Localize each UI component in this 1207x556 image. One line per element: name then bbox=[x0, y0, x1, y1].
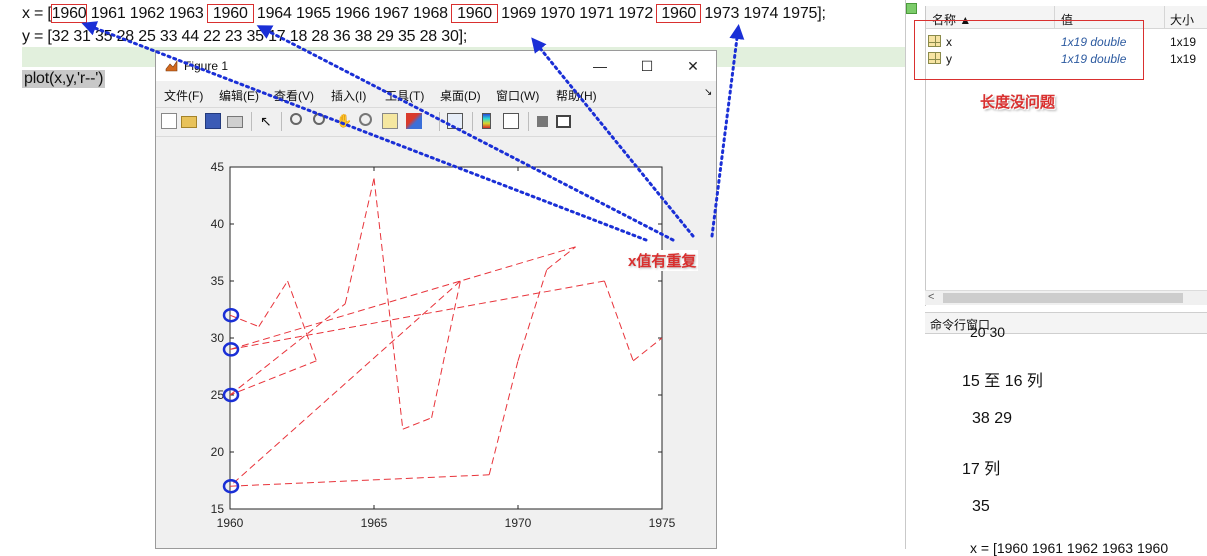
series-line-segment bbox=[517, 269, 548, 361]
y-tick-label: 45 bbox=[211, 160, 225, 174]
y-tick-label: 25 bbox=[211, 388, 225, 402]
highlight-1960-b: 1960 bbox=[206, 4, 254, 23]
x-tick-label: 1970 bbox=[505, 516, 532, 530]
code-text: 1969 1970 1971 1972 bbox=[496, 5, 658, 22]
var-value: 1x19 double bbox=[1061, 52, 1127, 66]
pane-divider[interactable] bbox=[905, 0, 906, 549]
cmd-output-line: 17 列 bbox=[962, 461, 1001, 478]
series-line-segment bbox=[488, 360, 519, 475]
series-line-segment bbox=[229, 360, 317, 396]
var-size: 1x19 bbox=[1170, 52, 1197, 66]
matrix-icon bbox=[928, 35, 941, 47]
matrix-icon bbox=[928, 52, 941, 64]
status-indicator-icon bbox=[906, 3, 917, 14]
col-header-size[interactable]: 大小 bbox=[1170, 13, 1195, 27]
var-name: x bbox=[946, 35, 952, 49]
highlight-1960-a: 1960 bbox=[50, 4, 88, 23]
highlight-circle bbox=[222, 342, 240, 357]
series-line-segment bbox=[287, 280, 317, 361]
series-line-segment bbox=[258, 280, 289, 327]
cmd-output-line: 38 29 bbox=[972, 410, 1013, 427]
series-line-segment bbox=[229, 246, 576, 350]
y-tick-label: 30 bbox=[211, 331, 225, 345]
highlight-circles bbox=[222, 307, 240, 494]
x-tick-label: 1975 bbox=[649, 516, 676, 530]
series-line-segment bbox=[373, 178, 404, 430]
axes-box[interactable] bbox=[229, 166, 663, 510]
highlight-circle bbox=[222, 478, 240, 494]
code-text: 1973 1974 1975]; bbox=[700, 5, 826, 22]
highlight-circle bbox=[222, 387, 240, 403]
cmd-output-line: 35 bbox=[972, 498, 990, 515]
y-tick-label: 20 bbox=[211, 445, 225, 459]
series-line-segment bbox=[603, 280, 634, 361]
y-tick-label: 15 bbox=[211, 502, 225, 516]
series-line-segment bbox=[632, 337, 663, 362]
series-line-segment bbox=[546, 246, 576, 270]
workspace-panel: 名称 ▲ 值 大小 x 1x19 double 1x19 y 1x19 doub… bbox=[925, 6, 1207, 306]
x-tick-label: 1960 bbox=[217, 516, 244, 530]
y-tick-label: 35 bbox=[211, 274, 225, 288]
length-ok-annotation: 长度没问题 bbox=[980, 94, 1056, 111]
series-line-segment bbox=[431, 280, 461, 418]
code-line-plot[interactable]: plot(x,y,'r--') bbox=[22, 70, 106, 88]
series-line-segment bbox=[402, 417, 432, 430]
x-tick-label: 1965 bbox=[361, 516, 388, 530]
series-line-segment bbox=[229, 314, 259, 328]
cmd-output-line: 20 30 bbox=[970, 324, 1006, 340]
column-divider[interactable] bbox=[1164, 6, 1165, 28]
var-size: 1x19 bbox=[1170, 35, 1197, 49]
scroll-left-icon[interactable]: < bbox=[928, 291, 935, 303]
workspace-highlight-box bbox=[914, 20, 1144, 80]
workspace-var-y[interactable]: y 1x19 double 1x19 bbox=[926, 50, 1207, 67]
highlight-circle bbox=[222, 307, 240, 323]
code-line-x[interactable]: x = [1960 1961 1962 1963 1960 1964 1965 … bbox=[22, 4, 826, 23]
workspace-hscrollbar[interactable]: < bbox=[925, 290, 1207, 305]
code-text: 1961 1962 1963 bbox=[86, 5, 208, 22]
workspace-var-x[interactable]: x 1x19 double 1x19 bbox=[926, 33, 1207, 50]
cmd-output-line: 15 至 16 列 bbox=[962, 373, 1043, 390]
command-window-title: 命令行窗口 bbox=[930, 318, 991, 332]
series-line-segment bbox=[229, 303, 346, 396]
column-divider[interactable] bbox=[1054, 6, 1055, 28]
var-name: y bbox=[946, 52, 952, 66]
code-text: 1964 1965 1966 1967 1968 bbox=[252, 5, 453, 22]
highlight-1960-c: 1960 bbox=[451, 4, 498, 23]
highlight-1960-d: 1960 bbox=[656, 4, 702, 23]
command-window-header: 命令行窗口 bbox=[925, 312, 1207, 334]
menu-dock-arrow-icon[interactable]: ↘ bbox=[704, 87, 713, 98]
duplicate-x-annotation: x值有重复 bbox=[626, 250, 699, 271]
var-value: 1x19 double bbox=[1061, 35, 1127, 49]
series-line-segment bbox=[229, 280, 605, 350]
code-text: x = [ bbox=[22, 5, 52, 22]
scroll-thumb[interactable] bbox=[943, 293, 1183, 303]
y-tick-label: 40 bbox=[211, 217, 225, 231]
series-line-segment bbox=[229, 280, 461, 487]
data-series-group bbox=[229, 178, 663, 487]
